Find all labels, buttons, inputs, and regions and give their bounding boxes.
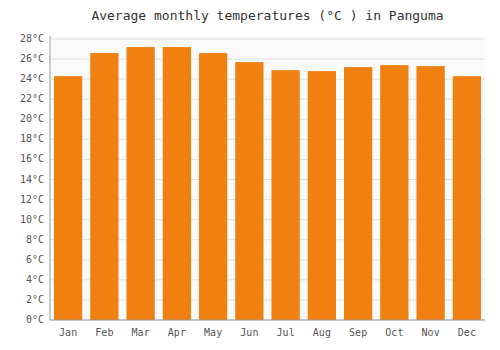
- x-tick-label: Mar: [132, 327, 150, 338]
- bar: [199, 53, 227, 320]
- y-tick-label: 8°C: [26, 234, 44, 245]
- plot-background: [50, 36, 485, 320]
- bar: [344, 67, 372, 320]
- x-tick-label: May: [204, 327, 222, 338]
- bar: [271, 70, 299, 320]
- y-tick-label: 12°C: [20, 194, 44, 205]
- bar: [90, 53, 118, 320]
- x-tick-label: Aug: [313, 327, 331, 338]
- x-tick-label: Jan: [59, 327, 77, 338]
- y-tick-label: 16°C: [20, 153, 44, 164]
- grid: [50, 39, 485, 320]
- bar: [380, 65, 408, 320]
- x-tick-label: Dec: [458, 327, 476, 338]
- y-tick-label: 20°C: [20, 113, 44, 124]
- y-axis-line: [50, 36, 51, 320]
- x-tick-label: Jul: [277, 327, 295, 338]
- bar: [308, 71, 336, 320]
- x-tick-label: Nov: [422, 327, 440, 338]
- y-tick-label: 14°C: [20, 174, 44, 185]
- bar: [54, 76, 82, 320]
- y-tick-label: 28°C: [20, 33, 44, 44]
- y-tick-label: 18°C: [20, 133, 44, 144]
- grid-line: [50, 320, 485, 321]
- y-tick-label: 4°C: [26, 274, 44, 285]
- bars: [54, 47, 481, 320]
- x-tick-label: Oct: [385, 327, 403, 338]
- bar: [453, 76, 481, 320]
- y-tick-label: 10°C: [20, 214, 44, 225]
- bar: [126, 47, 154, 320]
- x-axis: Jan Feb Mar Apr May Jun Jul Aug Sep Oct Nov Dec: [59, 327, 476, 338]
- grid-line: [50, 39, 485, 40]
- x-tick-label: Sep: [349, 327, 367, 338]
- x-tick-label: Feb: [95, 327, 113, 338]
- x-axis-line: [50, 320, 485, 321]
- chart-svg: 0°C 2°C 4°C 6°C 8°C 10°C 12°C 14°C 16°C 18°C 20°C 2…: [0, 0, 500, 350]
- x-tick-label: Apr: [168, 327, 186, 338]
- title: Average monthly temperatures (°C ) in Pa…: [91, 8, 443, 23]
- y-tick-label: 22°C: [20, 93, 44, 104]
- bar: [416, 66, 444, 320]
- y-tick-label: 0°C: [26, 314, 44, 325]
- y-tick-label: 26°C: [20, 53, 44, 64]
- y-tick-label: 6°C: [26, 254, 44, 265]
- chart-container: 0°C 2°C 4°C 6°C 8°C 10°C 12°C 14°C 16°C 18°C 20°C 2…: [0, 0, 500, 350]
- y-axis: 0°C 2°C 4°C 6°C 8°C 10°C 12°C 14°C 16°C 18°C 20°C 2…: [20, 33, 44, 325]
- x-tick-label: Jun: [240, 327, 258, 338]
- bar: [235, 62, 263, 320]
- y-tick-label: 24°C: [20, 73, 44, 84]
- y-tick-label: 2°C: [26, 294, 44, 305]
- bar: [163, 47, 191, 320]
